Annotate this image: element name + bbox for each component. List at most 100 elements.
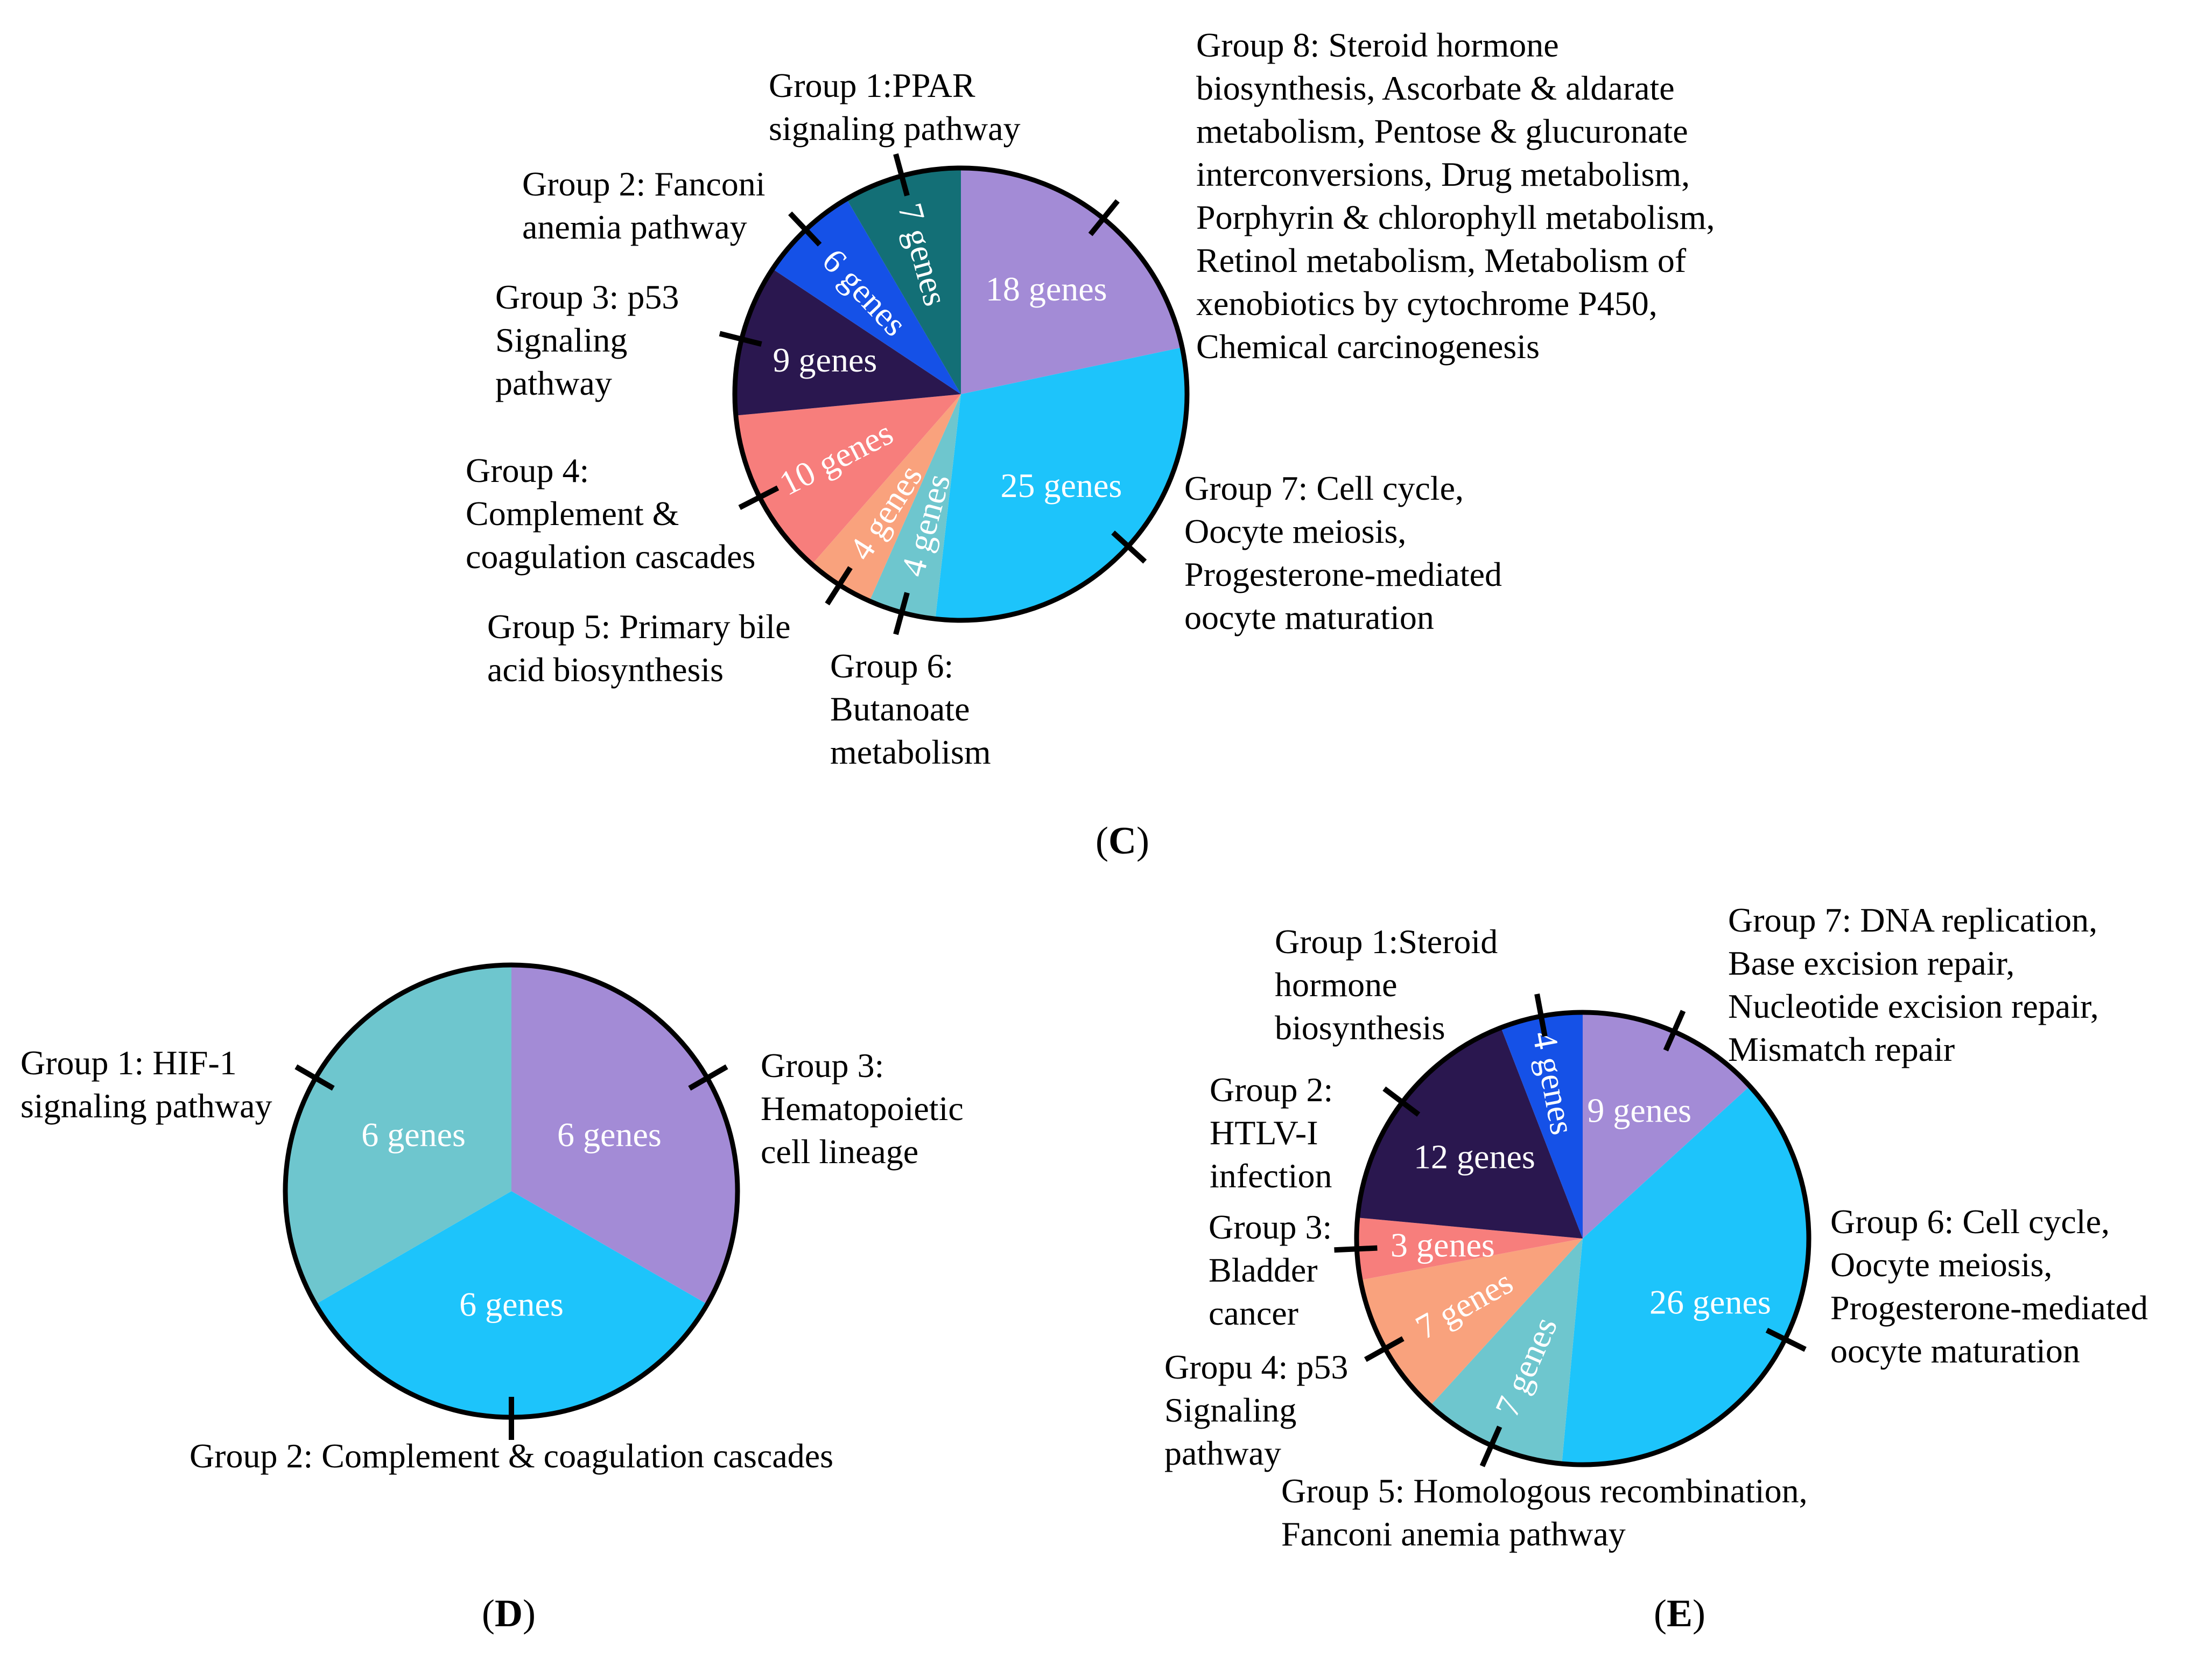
pie-c-g4-group-line: coagulation cascades	[466, 537, 755, 576]
pie-chart-panel-e: 9 genes Group 7: DNA replication, Base exc…	[1164, 901, 2148, 1553]
pie-d-slice-g2	[315, 1191, 707, 1417]
pie-e-g3-group-text: Group 3: Bladder cancer	[1209, 1208, 1332, 1332]
pie-c-g2-tick	[788, 211, 822, 247]
pie-c-g8-group-line: interconversions, Drug metabolism,	[1196, 155, 1690, 193]
pie-e-slice-g5	[1430, 1239, 1583, 1464]
pie-e-g3-group-line: Group 3:	[1209, 1208, 1332, 1246]
pie-e-g3-group-line: cancer	[1209, 1294, 1298, 1332]
pie-c-g5-group-line: Group 5: Primary bile	[487, 607, 790, 646]
pie-e-g4-group-text: Gropu 4: p53 Signaling pathway	[1164, 1348, 1348, 1472]
pie-e-g2-group-line: Group 2:	[1210, 1071, 1333, 1109]
pie-e-g4-group-line: Signaling	[1164, 1391, 1296, 1429]
pie-e-g3-group-line: Bladder	[1209, 1251, 1318, 1289]
pie-c-g3-group-line: Group 3: p53	[495, 278, 679, 316]
pie-c-g7-group-line: oocyte maturation	[1184, 598, 1434, 636]
pie-c-g7-group-line: Group 7: Cell cycle,	[1184, 469, 1464, 507]
pie-chart-panel-d: 6 genes Group 3: Hematopoietic cell lineage…	[20, 962, 964, 1475]
pie-e-g1-group-line: biosynthesis	[1275, 1009, 1445, 1047]
pie-c-g6-group-text: Group 6: Butanoate metabolism	[830, 647, 991, 771]
pie-e-g4-group-line: pathway	[1164, 1434, 1281, 1472]
pie-d-g1-group-text: Group 1: HIF-1 signaling pathway	[20, 1044, 272, 1125]
pie-e-g2-tick	[1382, 1086, 1421, 1117]
pie-c-outline	[732, 165, 1190, 623]
pie-c-g5-group-line: acid biosynthesis	[487, 650, 724, 689]
pie-e-g6-group-line: Group 6: Cell cycle,	[1830, 1202, 2110, 1241]
pie-e-g2-group-line: HTLV-I	[1210, 1114, 1318, 1152]
pie-c-g6-group-line: Group 6:	[830, 647, 953, 685]
pie-e-g6-group-text: Group 6: Cell cycle, Oocyte meiosis, Proge…	[1830, 1202, 2148, 1370]
pie-e-g6-group-line: Progesterone-mediated	[1830, 1289, 2148, 1327]
pie-e-g7-group-line: Mismatch repair	[1728, 1030, 1955, 1068]
pie-e-g6-tick	[1765, 1327, 1807, 1352]
pie-c-g8-group-line: Retinol metabolism, Metabolism of	[1196, 241, 1687, 279]
pie-c-slice-g8	[961, 168, 1182, 394]
pie-e-slice-g6	[1562, 1086, 1809, 1465]
pie-d-slice-g1-label: 6 genes	[361, 1116, 466, 1154]
pie-c-slice-g3-label: 9 genes	[773, 341, 877, 379]
pie-chart-panel-c: 18 genes Group 8: Steroid hormone biosynth…	[466, 26, 1715, 771]
pie-d-slice-g1	[285, 965, 511, 1304]
pie-e-slice-g6-label: 26 genes	[1649, 1283, 1771, 1321]
pie-d-g2-group-line: Group 2: Complement & coagulation cascad…	[189, 1437, 833, 1475]
pie-e-g3-tick	[1334, 1245, 1378, 1253]
pie-e-g5-tick	[1479, 1425, 1502, 1467]
pie-c-g1-group-line: Group 1:PPAR	[769, 66, 975, 104]
pie-e-g7-group-text: Group 7: DNA replication, Base excision r…	[1728, 901, 2099, 1068]
pie-c-g5-tick	[825, 566, 853, 606]
pie-c-g2-group-text: Group 2: Fanconi anemia pathway	[522, 165, 766, 246]
pie-e-g7-group-line: Base excision repair,	[1728, 944, 2014, 982]
pie-c-g3-group-line: Signaling	[495, 321, 627, 359]
pie-e-g5-group-text: Group 5: Homologous recombination, Fancon…	[1281, 1472, 1808, 1553]
pie-d-slice-g2-label: 6 genes	[459, 1285, 564, 1324]
pie-d-g3-group-line: Group 3:	[761, 1046, 884, 1085]
pie-c-slice-g6	[869, 394, 961, 619]
pie-e-g5-group-line: Group 5: Homologous recombination,	[1281, 1472, 1808, 1510]
pie-c-g1-tick	[893, 153, 910, 197]
pie-e-g7-group-line: Nucleotide excision repair,	[1728, 987, 2099, 1025]
pie-c-g8-group-line: Porphyrin & chlorophyll metabolism,	[1196, 198, 1715, 236]
pie-c-g1-group-text: Group 1:PPAR signaling pathway	[769, 66, 1020, 148]
pie-e-g7-tick	[1663, 1010, 1686, 1052]
pie-d-g3-tick	[688, 1064, 728, 1091]
pie-e-g2-group-text: Group 2: HTLV-I infection	[1210, 1071, 1333, 1195]
pie-e-slice-g2-label: 12 genes	[1414, 1138, 1535, 1176]
pie-c-g8-group-line: Chemical carcinogenesis	[1196, 327, 1540, 366]
pie-c-g8-group-line: biosynthesis, Ascorbate & aldarate	[1196, 69, 1675, 107]
pie-c-g7-tick	[1111, 530, 1147, 564]
pie-e-g2-group-line: infection	[1210, 1157, 1332, 1195]
pie-c-g5-group-text: Group 5: Primary bile acid biosynthesis	[487, 607, 790, 689]
pie-e-slice-g3-label: 3 genes	[1391, 1226, 1495, 1264]
pie-c-g7-group-line: Oocyte meiosis,	[1184, 512, 1406, 550]
pie-e-slice-g7	[1583, 1012, 1750, 1239]
pie-c-g8-group-line: Group 8: Steroid hormone	[1196, 26, 1559, 64]
pie-c-g2-group-line: Group 2: Fanconi	[522, 165, 766, 203]
pie-d-slice-g3	[511, 965, 738, 1304]
pie-c-g8-tick	[1088, 199, 1120, 236]
pie-e-slice-g1	[1501, 1012, 1583, 1239]
pie-e-g1-group-text: Group 1:Steroid hormone biosynthesis	[1275, 922, 1498, 1047]
pie-e-g7-group-line: Group 7: DNA replication,	[1728, 901, 2097, 939]
pie-c-g8-group-line: xenobiotics by cytochrome P450,	[1196, 284, 1658, 323]
pie-c-g2-group-line: anemia pathway	[522, 208, 747, 246]
pie-d-g2-group-text: Group 2: Complement & coagulation cascad…	[189, 1437, 833, 1475]
pie-e-slice-g3	[1356, 1218, 1583, 1281]
pie-c-g4-group-text: Group 4: Complement & coagulation cascades	[466, 451, 755, 576]
pie-e-g1-group-line: Group 1:Steroid	[1275, 922, 1498, 961]
pie-e-g1-tick	[1534, 993, 1548, 1037]
pie-e-slice-g2	[1357, 1027, 1583, 1239]
pie-e-g4-tick	[1364, 1336, 1405, 1362]
pie-c-g4-group-line: Group 4:	[466, 451, 589, 489]
pie-e-outline	[1354, 1010, 1811, 1467]
pie-e-slice-g4	[1360, 1239, 1583, 1406]
pie-d-g1-tick	[294, 1064, 335, 1091]
pie-e-g6-group-line: oocyte maturation	[1830, 1332, 2080, 1370]
panel-letter-d: (D)	[482, 1592, 536, 1635]
pie-e-g4-group-line: Gropu 4: p53	[1164, 1348, 1348, 1386]
pie-d-slice-g3-label: 6 genes	[557, 1116, 662, 1154]
pie-c-slice-g5	[812, 394, 961, 601]
pie-c-g3-tick	[719, 331, 762, 347]
pie-c-g8-group-text: Group 8: Steroid hormone biosynthesis, As…	[1196, 26, 1715, 366]
pie-c-slice-g7-label: 25 genes	[1001, 466, 1122, 505]
pie-c-slice-g1	[846, 168, 961, 394]
